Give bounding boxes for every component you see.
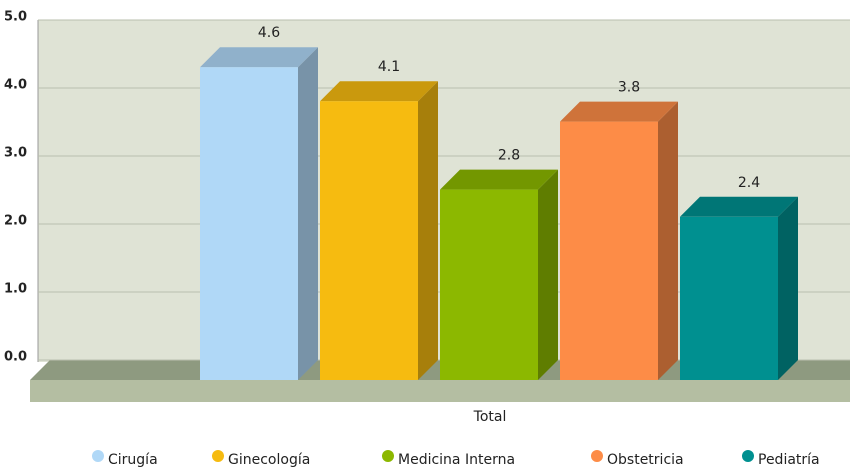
bar-side (418, 81, 438, 380)
value-label: 4.1 (378, 59, 400, 75)
bar (560, 121, 658, 380)
legend-marker (382, 450, 394, 462)
legend-marker (92, 450, 104, 462)
legend-marker (212, 450, 224, 462)
y-tick-label: 0.0 (4, 350, 27, 365)
bar-top (200, 47, 318, 68)
legend-label: Cirugía (108, 452, 158, 468)
legend-marker (591, 450, 603, 462)
legend-label: Medicina Interna (398, 452, 515, 468)
bar-side (298, 47, 318, 380)
value-label: 4.6 (258, 25, 280, 41)
value-label: 3.8 (618, 80, 640, 96)
bar (320, 101, 418, 380)
legend-marker (742, 450, 754, 462)
y-tick-label: 2.0 (4, 214, 27, 229)
y-tick-label: 5.0 (4, 10, 27, 25)
y-tick-label: 3.0 (4, 146, 27, 161)
bar-top (320, 81, 438, 102)
legend-label: Ginecología (228, 452, 310, 468)
legend-label: Obstetricia (607, 452, 684, 468)
bar (200, 67, 298, 380)
value-label: 2.8 (498, 148, 520, 164)
legend-label: Pediatría (758, 452, 820, 468)
y-tick-label: 1.0 (4, 282, 27, 297)
bar-side (658, 101, 678, 380)
bar-top (680, 196, 798, 217)
y-tick-label: 4.0 (4, 78, 27, 93)
bar-side (538, 169, 558, 380)
bar (680, 216, 778, 380)
floor-front (30, 380, 850, 402)
bar-top (440, 169, 558, 190)
bar-top (560, 101, 678, 122)
bar (440, 189, 538, 380)
bar-side (778, 196, 798, 380)
x-tick-label: Total (473, 409, 507, 425)
value-label: 2.4 (738, 175, 760, 191)
